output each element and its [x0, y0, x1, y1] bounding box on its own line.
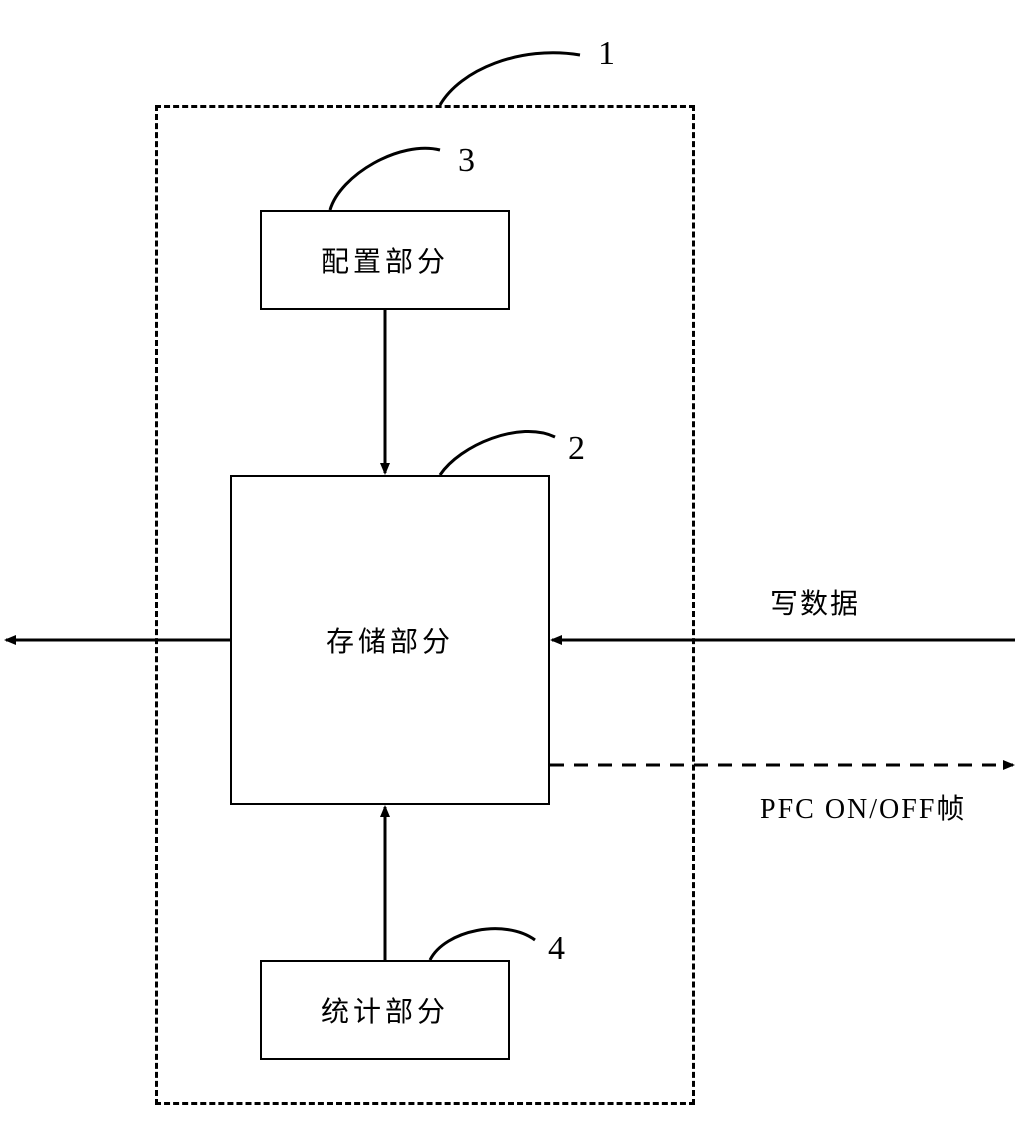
config-label: 配置部分 [321, 240, 449, 280]
ref-label-2: 2 [568, 430, 585, 468]
config-box: 配置部分 [260, 210, 510, 310]
leader-1 [440, 53, 580, 105]
stats-box: 统计部分 [260, 960, 510, 1060]
ref-label-3: 3 [458, 142, 475, 180]
diagram-canvas: 配置部分 存储部分 统计部分 写数据 PFC ON/OFF帧 1 3 2 4 [0, 0, 1019, 1135]
storage-label: 存储部分 [326, 620, 454, 660]
ref-label-1: 1 [598, 35, 615, 73]
write-data-label: 写数据 [770, 582, 860, 622]
stats-label: 统计部分 [321, 990, 449, 1030]
ref-label-4: 4 [548, 930, 565, 968]
pfc-label: PFC ON/OFF帧 [760, 787, 966, 827]
storage-box: 存储部分 [230, 475, 550, 805]
